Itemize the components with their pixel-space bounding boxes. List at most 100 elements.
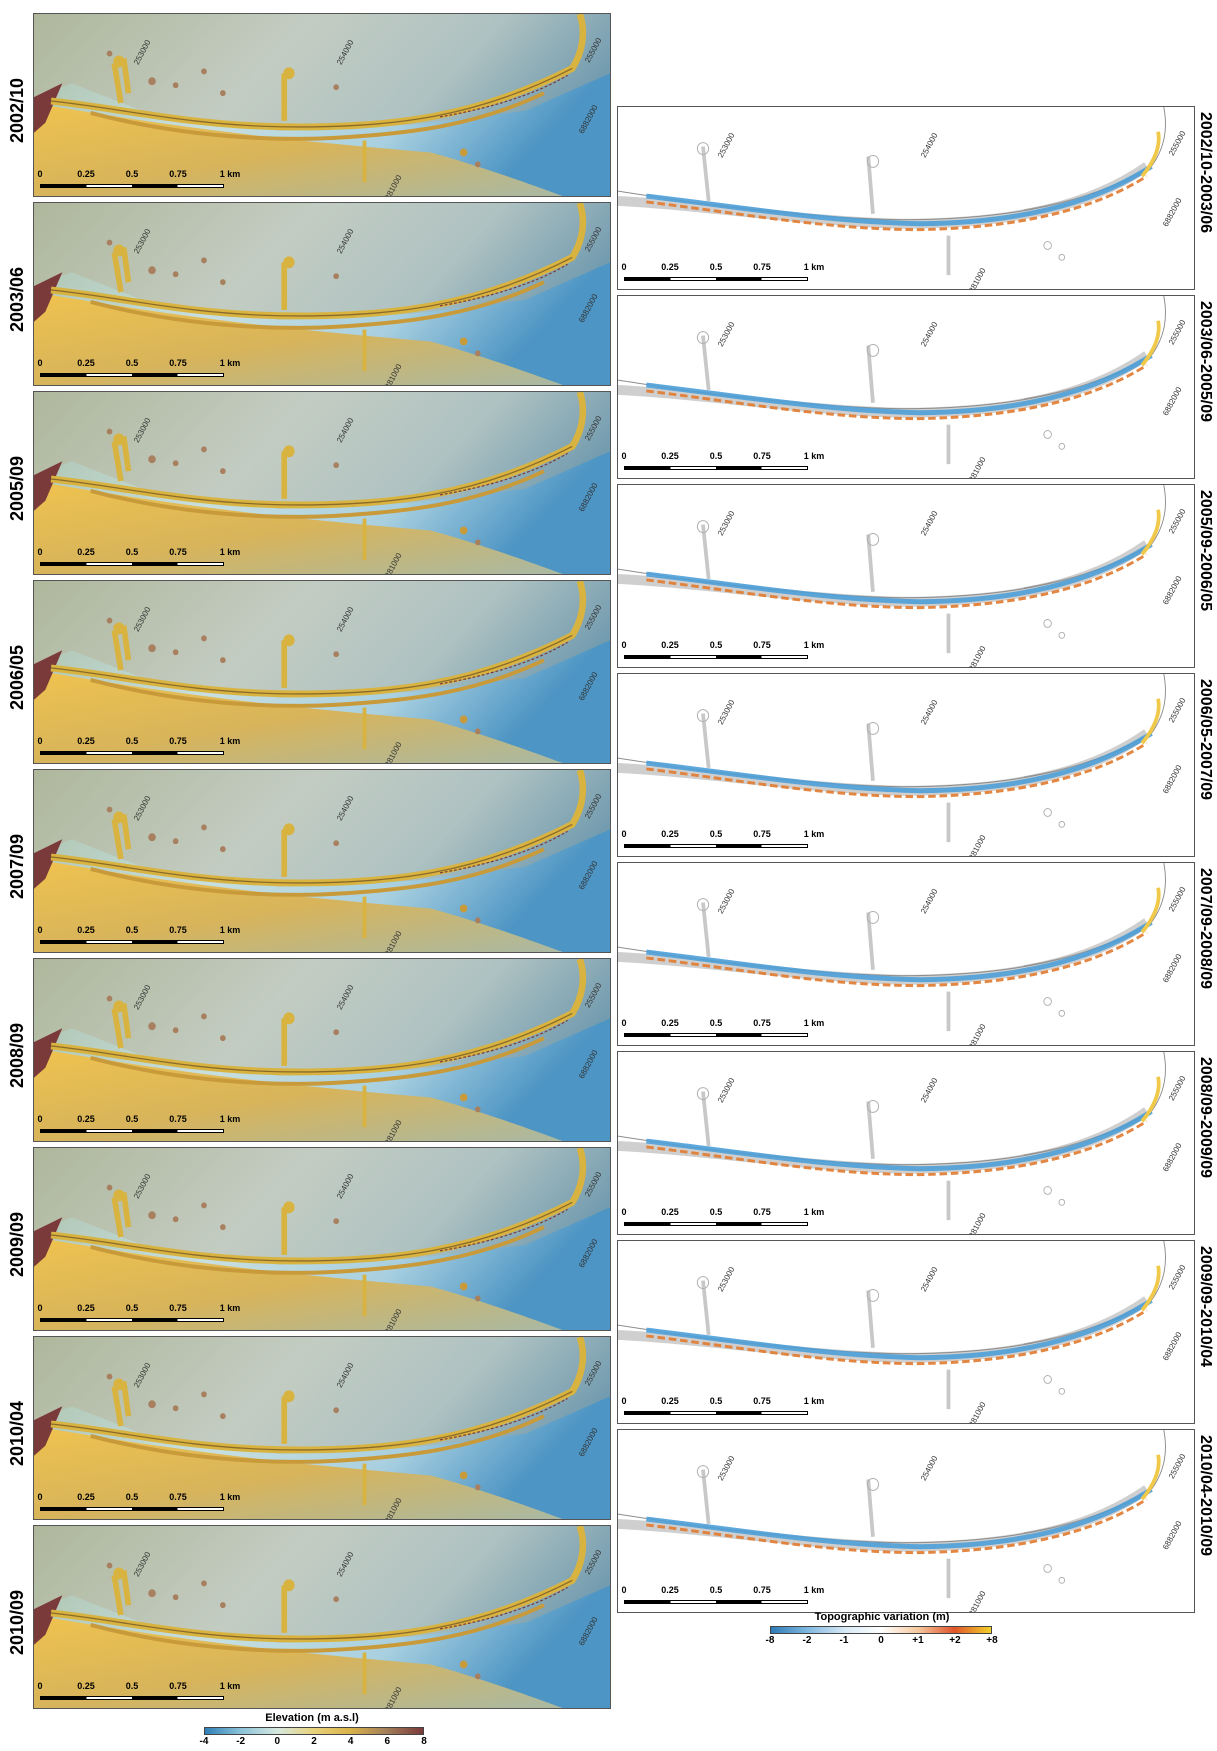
legend-tick-label: -2 xyxy=(236,1736,246,1747)
scale-bar-segments xyxy=(624,466,808,470)
scale-bar-tick: 0.75 xyxy=(753,1396,771,1406)
scale-bar-tick: 0.5 xyxy=(709,829,723,839)
scale-bar-tick: 0.5 xyxy=(125,1114,139,1124)
scale-bar: 0 0.25 0.5 0.75 1 km xyxy=(621,1018,824,1040)
scale-bar-tick: 0.75 xyxy=(753,1018,771,1028)
scale-bar-segments xyxy=(624,655,808,659)
variation-map xyxy=(618,296,1194,478)
scale-bar-tick: 0.5 xyxy=(125,925,139,935)
scale-bar: 0 0.25 0.5 0.75 1 km xyxy=(621,640,824,662)
scale-bar-tick: 0.75 xyxy=(169,1114,187,1124)
elevation-map xyxy=(34,14,610,196)
scale-bar-tick: 1 km xyxy=(803,262,825,272)
elevation-map xyxy=(34,392,610,574)
variation-panel: 253000 254000 255000 6882000 6881000 0 0.25 0.5… xyxy=(617,1240,1195,1424)
scale-bar-tick: 1 km xyxy=(219,736,241,746)
scale-bar-tick: 1 km xyxy=(219,1114,241,1124)
scale-bar-tick: 0 xyxy=(37,169,43,179)
elevation-map xyxy=(34,770,610,952)
scale-bar-tick: 0.5 xyxy=(125,736,139,746)
scale-bar-tick: 0.5 xyxy=(709,1018,723,1028)
scale-bar-tick: 0.25 xyxy=(77,169,95,179)
scale-bar-segments xyxy=(40,1696,224,1700)
scale-bar-tick: 0.25 xyxy=(661,1585,679,1595)
elevation-date-label: 2007/09 xyxy=(7,833,27,899)
scale-bar: 0 0.25 0.5 0.75 1 km xyxy=(621,1207,824,1229)
scale-bar-tick: 0.5 xyxy=(125,169,139,179)
scale-bar: 0 0.25 0.5 0.75 1 km xyxy=(37,1681,240,1703)
scale-bar-tick: 0.75 xyxy=(169,1681,187,1691)
scale-bar-tick: 1 km xyxy=(219,547,241,557)
scale-bar-tick: 0.25 xyxy=(661,1018,679,1028)
scale-bar: 0 0.25 0.5 0.75 1 km xyxy=(621,451,824,473)
legend-tick-label: 6 xyxy=(384,1736,391,1747)
variation-period-label: 2002/10-2003/06 xyxy=(1197,112,1214,233)
scale-bar-tick: 1 km xyxy=(219,1492,241,1502)
legend-tick-label: -1 xyxy=(839,1635,849,1646)
scale-bar-tick: 0 xyxy=(621,262,627,272)
scale-bar-tick: 0 xyxy=(37,358,43,368)
scale-bar-tick: 1 km xyxy=(219,1681,241,1691)
scale-bar-segments xyxy=(40,1318,224,1322)
scale-bar-segments xyxy=(40,940,224,944)
scale-bar-tick: 0.5 xyxy=(125,358,139,368)
scale-bar-tick: 1 km xyxy=(219,358,241,368)
scale-bar-tick: 0.5 xyxy=(709,262,723,272)
variation-panel: 253000 254000 255000 6882000 6881000 0 0.25 0.5… xyxy=(617,106,1195,290)
scale-bar-segments xyxy=(624,844,808,848)
scale-bar-tick: 1 km xyxy=(803,1207,825,1217)
scale-bar-tick: 0.75 xyxy=(169,736,187,746)
scale-bar-tick: 0.5 xyxy=(125,1492,139,1502)
scale-bar-tick: 0.25 xyxy=(661,1207,679,1217)
scale-bar-segments xyxy=(40,184,224,188)
elevation-date-label: 2010/04 xyxy=(7,1400,27,1466)
scale-bar-tick: 0.25 xyxy=(661,640,679,650)
scale-bar-tick: 0.75 xyxy=(753,640,771,650)
elevation-date-label: 2010/09 xyxy=(7,1589,27,1655)
scale-bar: 0 0.25 0.5 0.75 1 km xyxy=(621,1585,824,1607)
scale-bar-tick: 0.25 xyxy=(77,1303,95,1313)
elevation-color-ramp xyxy=(204,1727,424,1735)
legend-tick-label: -4 xyxy=(199,1736,209,1747)
elevation-date-label: 2009/09 xyxy=(7,1211,27,1277)
scale-bar-segments xyxy=(624,277,808,281)
variation-period-label: 2009/09-2010/04 xyxy=(1197,1246,1214,1367)
scale-bar-tick: 0.25 xyxy=(77,1681,95,1691)
variation-panel: 253000 254000 255000 6882000 6881000 0 0.25 0.5… xyxy=(617,484,1195,668)
elevation-panel: 253000 254000 255000 6882000 6881000 0 0.25 0.5… xyxy=(33,958,611,1142)
legend-tick-label: -8 xyxy=(765,1635,775,1646)
scale-bar: 0 0.25 0.5 0.75 1 km xyxy=(37,736,240,758)
elevation-map xyxy=(34,1337,610,1519)
scale-bar-tick: 0.75 xyxy=(753,1585,771,1595)
scale-bar-tick: 1 km xyxy=(219,925,241,935)
variation-period-label: 2006/05-2007/09 xyxy=(1197,679,1214,800)
scale-bar-tick: 0 xyxy=(621,640,627,650)
variation-period-label: 2008/09-2009/09 xyxy=(1197,1057,1214,1178)
legend-tick-label: 0 xyxy=(878,1635,884,1646)
legend-tick-label: 2 xyxy=(311,1736,317,1747)
scale-bar-tick: 0 xyxy=(37,1492,43,1502)
scale-bar-tick: 0.5 xyxy=(709,640,723,650)
scale-bar-tick: 0.5 xyxy=(125,547,139,557)
scale-bar-tick: 0 xyxy=(621,1018,627,1028)
elevation-map xyxy=(34,1148,610,1330)
variation-map xyxy=(618,863,1194,1045)
scale-bar: 0 0.25 0.5 0.75 1 km xyxy=(37,925,240,947)
scale-bar-tick: 0.75 xyxy=(169,1303,187,1313)
scale-bar-tick: 0.25 xyxy=(661,451,679,461)
scale-bar: 0 0.25 0.5 0.75 1 km xyxy=(37,169,240,191)
elevation-legend-title: Elevation (m a.s.l) xyxy=(265,1712,359,1724)
scale-bar-tick: 0.25 xyxy=(77,736,95,746)
scale-bar-segments xyxy=(40,1129,224,1133)
elevation-date-label: 2008/09 xyxy=(7,1022,27,1088)
variation-map xyxy=(618,1241,1194,1423)
scale-bar-tick: 0 xyxy=(621,1396,627,1406)
legend-tick-label: -2 xyxy=(802,1635,812,1646)
scale-bar: 0 0.25 0.5 0.75 1 km xyxy=(621,829,824,851)
scale-bar: 0 0.25 0.5 0.75 1 km xyxy=(37,1303,240,1325)
scale-bar-tick: 0.75 xyxy=(753,262,771,272)
scale-bar-tick: 0.25 xyxy=(77,547,95,557)
elevation-panel: 253000 254000 255000 6882000 6881000 0 0.25 0.5… xyxy=(33,391,611,575)
legend-tick-label: 4 xyxy=(347,1736,354,1747)
legend-tick-label: 0 xyxy=(274,1736,281,1747)
